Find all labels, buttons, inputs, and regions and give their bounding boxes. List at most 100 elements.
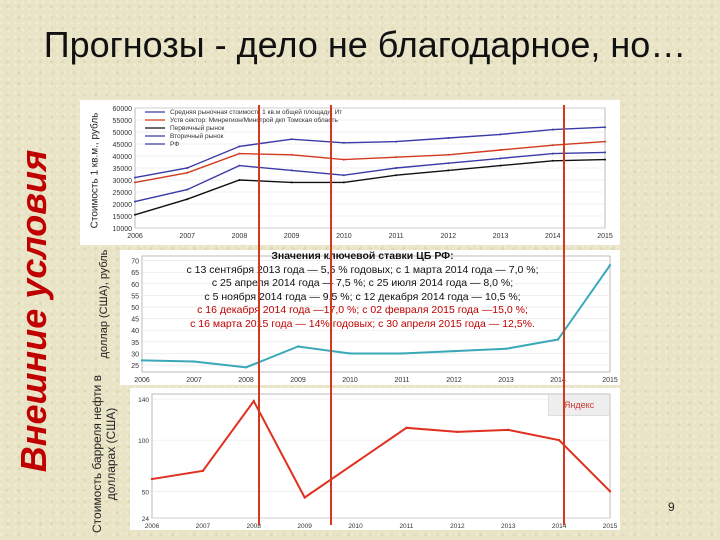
chart-frame xyxy=(141,255,611,373)
y-tick-label: 55 xyxy=(131,293,139,300)
x-tick-label: 2013 xyxy=(501,523,516,530)
series-line xyxy=(151,399,611,499)
legend-label: Первичный рынок xyxy=(170,124,225,132)
data-point xyxy=(504,347,508,350)
data-point xyxy=(400,352,404,355)
data-point xyxy=(348,352,352,355)
x-tick-label: 2011 xyxy=(394,377,409,384)
data-point xyxy=(134,213,136,216)
x-tick-label: 2015 xyxy=(597,233,613,240)
data-point xyxy=(342,174,345,177)
y-tick-label: 15000 xyxy=(113,214,133,221)
x-tick-label: 2009 xyxy=(290,377,306,384)
y-tick-label: 40000 xyxy=(113,154,133,161)
data-point xyxy=(556,338,560,341)
x-tick-label: 2006 xyxy=(134,377,150,384)
marker-line-2014 xyxy=(563,105,565,525)
x-tick-label: 2013 xyxy=(493,233,509,240)
data-point xyxy=(238,179,241,181)
y-tick-label: 24 xyxy=(142,516,150,523)
top-chart-ylabel: Стоимость 1 кв.м., рубль xyxy=(89,112,101,229)
series-line xyxy=(134,151,606,203)
data-point xyxy=(252,399,255,403)
y-tick-label: 10000 xyxy=(113,226,133,233)
x-tick-label: 2012 xyxy=(450,523,465,530)
data-point xyxy=(507,428,510,432)
yandex-logo: Яндекс xyxy=(548,394,610,416)
x-tick-label: 2014 xyxy=(550,377,566,384)
x-tick-label: 2009 xyxy=(297,523,312,530)
data-point xyxy=(395,140,398,143)
data-point xyxy=(551,152,554,155)
x-tick-label: 2010 xyxy=(348,523,363,530)
marker-line-2009 xyxy=(330,105,332,525)
data-point xyxy=(290,153,293,156)
x-tick-label: 2008 xyxy=(247,523,262,530)
legend-label: Уств сектор: Минрегион/Минстрой дкп Томс… xyxy=(170,116,338,124)
y-tick-label: 50 xyxy=(142,489,150,496)
oil-price-svg: 24 50 100 140 2006 2007 2008 2009 2010 2011 2012 20… xyxy=(138,393,618,530)
housing-price-svg: 10000 15000 20000 25000 30000 35000 40000 45000… xyxy=(113,106,613,240)
side-title: Внешние условия xyxy=(13,149,54,473)
y-tick-label: 30000 xyxy=(113,178,133,185)
data-point xyxy=(499,164,502,167)
legend-label: Средняя рыночная стоимость 1 кв.м общей … xyxy=(170,108,342,116)
data-point xyxy=(134,176,136,179)
x-tick-label: 2006 xyxy=(145,523,160,530)
data-point xyxy=(395,156,398,159)
data-point xyxy=(604,158,606,161)
x-tick-label: 2014 xyxy=(552,523,567,530)
data-point xyxy=(557,438,561,442)
data-point xyxy=(452,349,456,353)
data-point xyxy=(551,159,554,162)
data-point xyxy=(499,157,502,160)
x-tick-label: 2008 xyxy=(238,377,254,384)
x-tick-label: 2012 xyxy=(446,377,462,384)
key-rate-header: Значения ключевой ставки ЦБ РФ: xyxy=(271,250,454,262)
housing-price-chart: 10000 15000 20000 25000 30000 35000 40000 45000… xyxy=(80,100,620,245)
x-tick-label: 2013 xyxy=(498,377,514,384)
data-point xyxy=(192,360,196,363)
data-point xyxy=(134,200,136,203)
data-point xyxy=(238,145,241,148)
data-point xyxy=(201,469,205,473)
data-point xyxy=(608,490,612,493)
data-point xyxy=(303,496,306,499)
x-tick-label: 2011 xyxy=(389,233,404,240)
slide-title: Прогнозы - дело не благодарное, но… xyxy=(43,24,687,65)
data-point xyxy=(342,158,345,161)
data-point xyxy=(604,126,606,129)
y-tick-label: 45000 xyxy=(113,142,133,149)
data-point xyxy=(186,198,189,201)
data-point xyxy=(447,153,450,156)
x-tick-label: 2012 xyxy=(441,233,457,240)
data-point xyxy=(134,181,136,184)
x-tick-label: 2008 xyxy=(232,233,248,240)
data-point xyxy=(238,152,241,155)
data-point xyxy=(499,149,502,151)
series-line xyxy=(134,140,606,184)
y-tick-label: 20000 xyxy=(113,202,133,209)
y-tick-label: 30 xyxy=(131,351,139,358)
key-rate-line: с 5 ноября 2014 года — 9,5 %; с 12 декаб… xyxy=(204,290,521,303)
y-tick-label: 60000 xyxy=(113,106,133,113)
y-tick-label: 60 xyxy=(131,282,139,289)
bottom-chart-ylabel: Стоимость барреля нефти в долларах (США) xyxy=(90,375,118,533)
y-tick-label: 35000 xyxy=(113,166,133,173)
data-point xyxy=(395,167,398,169)
y-tick-label: 40 xyxy=(131,328,139,335)
y-tick-label: 100 xyxy=(138,438,149,445)
x-tick-label: 2010 xyxy=(342,377,358,384)
y-tick-label: 50000 xyxy=(113,130,133,137)
series-line xyxy=(134,158,606,216)
y-tick-label: 25 xyxy=(131,363,139,370)
x-tick-label: 2007 xyxy=(186,377,202,384)
data-point xyxy=(447,137,450,139)
x-tick-label: 2015 xyxy=(603,523,618,530)
data-point xyxy=(395,174,398,177)
y-tick-label: 25000 xyxy=(113,190,133,197)
y-tick-label: 70 xyxy=(131,259,139,266)
y-tick-label: 55000 xyxy=(113,118,133,125)
data-point xyxy=(290,181,293,184)
data-point xyxy=(296,345,300,348)
